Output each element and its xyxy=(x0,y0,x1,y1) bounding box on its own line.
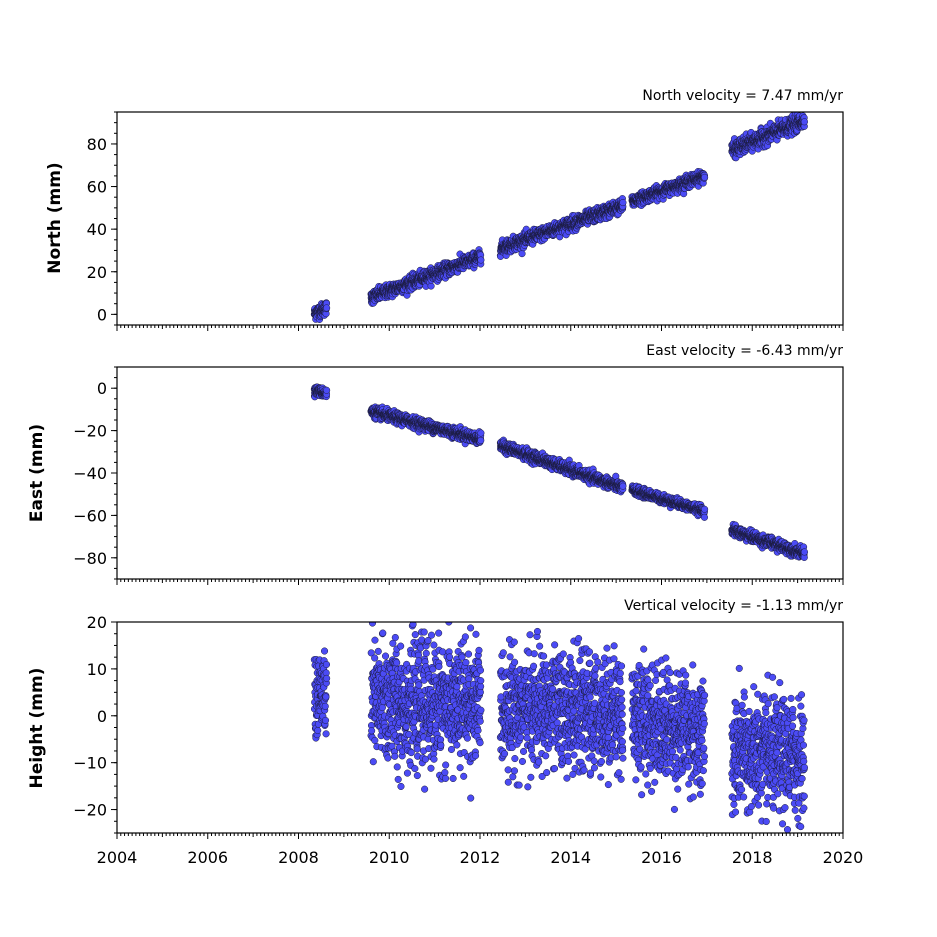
north-data-point xyxy=(427,282,435,290)
north-ytick-label: 40 xyxy=(87,220,107,239)
north-data-point xyxy=(619,199,627,207)
north-data-point xyxy=(477,256,485,264)
north-data-point xyxy=(518,250,526,258)
north-ticks: 0 20 40 60 80 xyxy=(87,111,844,331)
north-title: North velocity = 7.47 mm/yr xyxy=(642,88,843,104)
north-ytick-label: 0 xyxy=(97,305,107,324)
north-points xyxy=(310,112,808,323)
north-ytick-label: 60 xyxy=(87,178,107,197)
north-ytick-label: 80 xyxy=(87,135,107,154)
east-data-point xyxy=(619,482,627,490)
panel-east: 0−20−40−60−80 East velocity = -6.43 mm/y… xyxy=(27,343,844,585)
east-data-point xyxy=(477,429,485,437)
east-data-point xyxy=(323,386,331,394)
panel-north: 0 20 40 60 80 North velocity = 7.47 mm/yr No… xyxy=(45,88,844,331)
north-data-point xyxy=(800,118,808,126)
north-data-point xyxy=(701,173,709,181)
east-points xyxy=(310,383,808,561)
north-data-point xyxy=(323,304,331,312)
east-data-point xyxy=(477,436,485,444)
north-ylabel: North (mm) xyxy=(45,162,65,273)
north-ytick-label: 20 xyxy=(87,263,107,282)
